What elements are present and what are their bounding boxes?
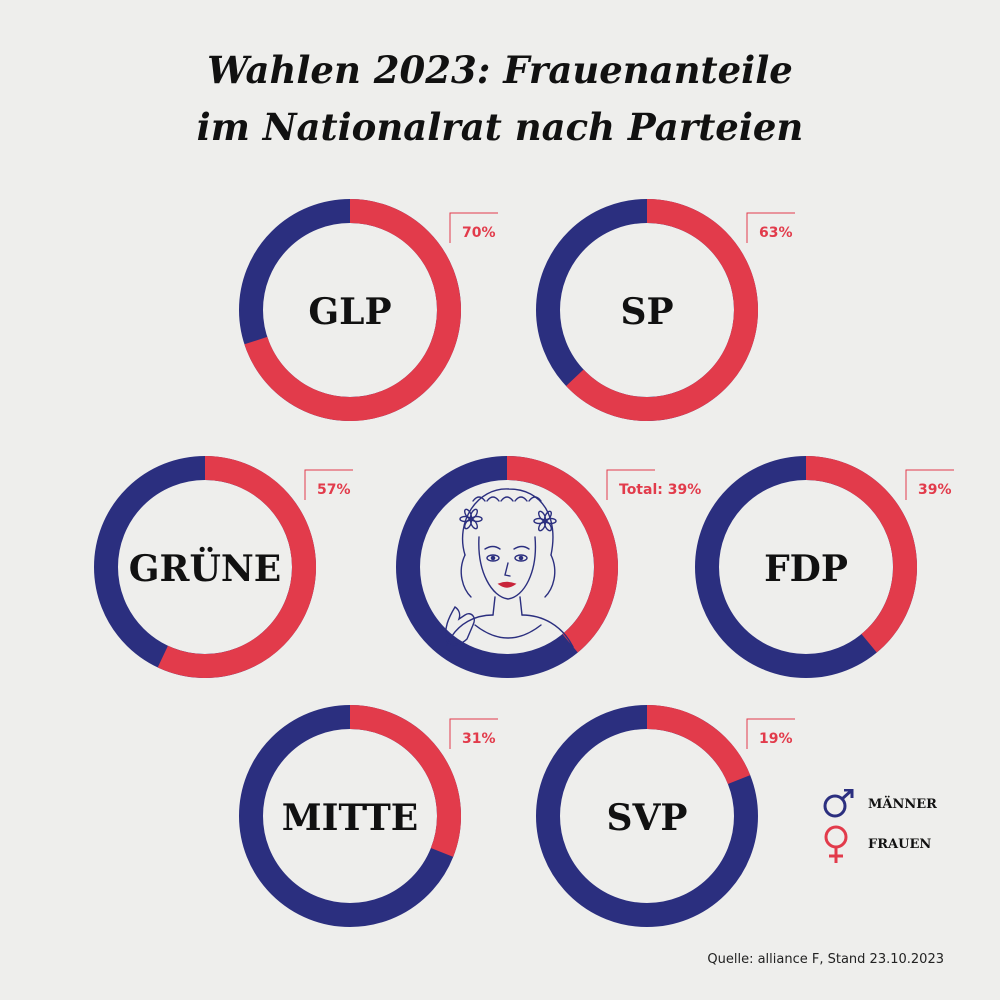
donut-gr-ne: 57% GRÜNE xyxy=(94,456,353,678)
women-share-label: 19% xyxy=(759,731,793,747)
women-share-label: 70% xyxy=(462,225,496,241)
party-name: MITTE xyxy=(282,797,418,839)
label-bracket xyxy=(606,469,655,500)
male-symbol-icon xyxy=(823,789,854,818)
donut-svp: 19% SVP xyxy=(536,705,795,927)
arc-women xyxy=(506,456,618,653)
arc-women xyxy=(157,456,316,678)
women-share-label: 31% xyxy=(462,731,496,747)
label-bracket xyxy=(746,212,795,243)
legend-item-men: MÄNNER xyxy=(822,784,937,824)
legend: MÄNNER FRAUEN xyxy=(822,784,937,864)
donut-fdp: 39% FDP xyxy=(695,456,954,678)
label-bracket xyxy=(905,469,954,500)
title-line-1: Wahlen 2023: Frauenanteile xyxy=(207,48,793,92)
arc-women xyxy=(566,199,758,421)
label-bracket xyxy=(304,469,353,500)
chart-title: Wahlen 2023: Frauenanteile im Nationalra… xyxy=(0,42,1000,156)
arc-women xyxy=(646,705,751,785)
party-name: SP xyxy=(620,291,673,333)
label-bracket xyxy=(449,212,498,243)
party-name: GRÜNE xyxy=(129,547,281,590)
donut-mitte: 31% MITTE xyxy=(239,705,498,927)
women-share-label: 63% xyxy=(759,225,793,241)
arc-women xyxy=(805,456,917,653)
donut-glp: 70% GLP xyxy=(239,199,498,421)
party-name: FDP xyxy=(764,548,848,590)
female-symbol-icon xyxy=(824,825,848,863)
donut-sp: 63% SP xyxy=(536,199,795,421)
women-share-label: 57% xyxy=(317,482,351,498)
arc-women xyxy=(349,705,461,857)
women-share-label: 39% xyxy=(918,482,952,498)
legend-label-men: MÄNNER xyxy=(868,796,937,812)
party-name: GLP xyxy=(308,291,391,333)
women-share-label: Total: 39% xyxy=(619,482,701,498)
legend-label-women: FRAUEN xyxy=(868,836,932,852)
label-bracket xyxy=(449,718,498,749)
source-note: Quelle: alliance F, Stand 23.10.2023 xyxy=(707,952,944,967)
legend-item-women: FRAUEN xyxy=(822,824,937,864)
party-name: SVP xyxy=(607,797,688,839)
label-bracket xyxy=(746,718,795,749)
donut-total: Total: 39% xyxy=(396,456,701,678)
arc-women xyxy=(244,199,461,421)
woman-portrait-illustration xyxy=(445,488,574,648)
title-line-2: im Nationalrat nach Parteien xyxy=(196,105,804,149)
